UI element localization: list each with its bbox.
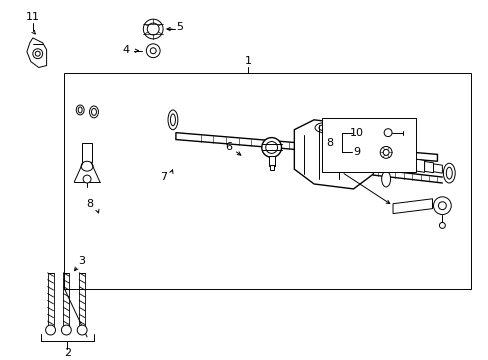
Polygon shape: [392, 199, 431, 213]
Circle shape: [45, 325, 55, 335]
Ellipse shape: [314, 123, 332, 132]
Text: 8: 8: [86, 199, 93, 209]
Ellipse shape: [355, 149, 361, 159]
Text: 5: 5: [176, 22, 183, 32]
Circle shape: [35, 51, 40, 56]
Circle shape: [33, 49, 42, 59]
Bar: [82, 143, 92, 162]
Ellipse shape: [443, 163, 454, 183]
Circle shape: [438, 202, 446, 210]
Ellipse shape: [168, 110, 178, 130]
Ellipse shape: [381, 171, 390, 187]
Polygon shape: [424, 162, 433, 173]
Text: 8: 8: [325, 138, 333, 148]
Circle shape: [146, 44, 160, 58]
Polygon shape: [433, 164, 442, 173]
Circle shape: [150, 48, 156, 54]
Polygon shape: [397, 154, 406, 171]
Text: 7: 7: [160, 172, 167, 182]
Text: 6: 6: [225, 143, 232, 152]
Bar: [269, 165, 273, 170]
Ellipse shape: [352, 145, 364, 163]
Ellipse shape: [91, 108, 96, 116]
Text: 10: 10: [349, 128, 363, 138]
Circle shape: [261, 138, 281, 157]
Circle shape: [265, 141, 277, 153]
Ellipse shape: [318, 125, 328, 131]
Bar: [321, 118, 415, 172]
Circle shape: [147, 23, 159, 35]
Circle shape: [143, 19, 163, 39]
Ellipse shape: [81, 161, 93, 171]
Ellipse shape: [446, 167, 451, 179]
Polygon shape: [176, 132, 437, 161]
Text: 4: 4: [122, 45, 129, 55]
Text: 2: 2: [63, 348, 71, 358]
Bar: [268, 156, 274, 166]
Text: 1: 1: [244, 55, 251, 66]
Text: 9: 9: [352, 147, 359, 157]
Ellipse shape: [78, 107, 82, 113]
Circle shape: [433, 197, 450, 215]
Polygon shape: [415, 159, 424, 172]
Circle shape: [380, 147, 391, 158]
Polygon shape: [406, 157, 415, 172]
Circle shape: [384, 129, 391, 136]
Ellipse shape: [89, 106, 98, 118]
Circle shape: [439, 222, 445, 228]
Text: 3: 3: [79, 256, 85, 266]
Polygon shape: [27, 38, 46, 68]
Circle shape: [383, 149, 388, 156]
Circle shape: [77, 325, 87, 335]
Circle shape: [83, 175, 91, 183]
Polygon shape: [294, 120, 372, 189]
Circle shape: [61, 325, 71, 335]
Ellipse shape: [76, 105, 84, 115]
Bar: [64, 73, 470, 289]
Text: 11: 11: [26, 12, 40, 22]
Ellipse shape: [170, 114, 175, 126]
